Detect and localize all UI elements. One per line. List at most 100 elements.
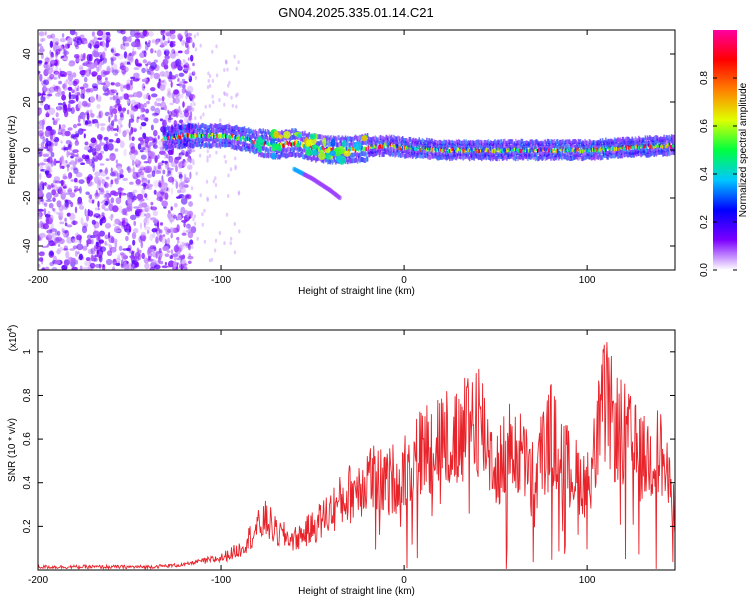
noise-speck: [135, 261, 140, 268]
sparse-speck: [215, 73, 219, 78]
ridge-cell: [423, 148, 426, 154]
ridge-cell: [295, 152, 297, 158]
ridge-cell: [568, 139, 571, 145]
ridge-cell: [197, 133, 200, 138]
ridge-cell: [375, 151, 378, 156]
ridge-cell: [197, 127, 200, 133]
ridge-blob: [257, 146, 262, 153]
ridge-cell: [496, 156, 498, 162]
sparse-speck: [211, 94, 214, 99]
noise-speck: [43, 79, 50, 86]
noise-speck: [64, 147, 69, 151]
ridge-cell: [276, 149, 279, 155]
ridge-cell: [519, 154, 521, 160]
ridge-cell: [437, 152, 439, 158]
ridge-cell: [612, 139, 615, 145]
ridge-cell: [653, 152, 655, 157]
noise-speck: [130, 103, 134, 111]
ridge-cell: [464, 154, 467, 159]
ridge-cell: [407, 139, 409, 145]
ridge-cell: [456, 142, 459, 148]
noise-speck: [104, 168, 108, 174]
ridge-cell: [215, 142, 217, 148]
ridge-cell: [640, 152, 642, 158]
ridge-cell: [529, 148, 531, 153]
ridge-cell: [548, 139, 550, 145]
noise-speck: [137, 103, 145, 110]
ridge-cell: [251, 130, 253, 136]
ridge-blob: [329, 150, 337, 156]
noise-speck: [84, 260, 90, 266]
ridge-cell: [338, 142, 340, 148]
ridge-cell: [588, 139, 591, 145]
ridge-cell: [381, 145, 383, 151]
ridge-cell: [548, 150, 550, 156]
ridge-cell: [317, 134, 319, 140]
ridge-cell: [193, 134, 195, 139]
ridge-cell: [673, 140, 675, 146]
ridge-cell: [671, 150, 673, 156]
ridge-cell: [222, 141, 225, 147]
ridge-cell: [425, 143, 427, 149]
ridge-cell: [347, 147, 349, 152]
ridge-cell: [618, 143, 620, 149]
ridge-cell: [467, 140, 470, 146]
ridge-cell: [553, 143, 556, 148]
sparse-speck: [183, 40, 186, 45]
noise-speck: [83, 146, 91, 151]
ridge-cell: [619, 147, 621, 153]
ridge-cell: [396, 144, 398, 149]
ridge-cell: [185, 128, 188, 133]
ridge-cell: [630, 138, 632, 144]
ridge-cell: [199, 143, 202, 149]
ridge-cell: [654, 140, 657, 146]
noise-speck: [170, 167, 174, 171]
ridge-cell: [472, 149, 474, 154]
ridge-cell: [233, 145, 236, 151]
noise-speck: [148, 141, 154, 146]
noise-speck: [108, 139, 114, 143]
sparse-speck: [234, 156, 237, 161]
ridge-cell: [462, 140, 464, 146]
ridge-cell: [526, 140, 528, 146]
sparse-speck: [229, 167, 233, 172]
sparse-speck: [180, 153, 183, 158]
ridge-cell: [455, 155, 458, 161]
ridge-cell: [314, 155, 316, 161]
ridge-cell: [403, 146, 405, 151]
ridge-cell: [162, 144, 165, 150]
ridge-cell: [532, 154, 535, 160]
noise-speck: [83, 40, 89, 45]
noise-speck: [82, 62, 87, 66]
noise-speck: [183, 162, 187, 167]
x-tick-label: 100: [579, 575, 596, 586]
ridge-cell: [184, 143, 186, 149]
noise-speck: [92, 88, 98, 92]
noise-speck: [86, 214, 89, 222]
ridge-cell: [308, 154, 311, 160]
ridge-cell: [253, 134, 256, 140]
ridge-cell: [598, 151, 601, 157]
ridge-cell: [383, 146, 385, 152]
ridge-cell: [359, 139, 361, 145]
noise-speck: [177, 189, 182, 194]
ridge-cell: [359, 152, 361, 158]
noise-speck: [77, 196, 83, 205]
ridge-cell: [642, 137, 644, 143]
ridge-cell: [295, 139, 297, 144]
ridge-cell: [332, 158, 335, 164]
noise-speck: [53, 176, 61, 182]
noise-speck: [169, 255, 174, 260]
noise-speck: [110, 197, 115, 204]
ridge-cell: [439, 154, 441, 160]
ridge-cell: [446, 145, 449, 151]
ridge-cell: [479, 155, 482, 161]
ridge-cell: [549, 148, 551, 153]
ridge-cell: [534, 139, 537, 145]
ridge-cell: [646, 135, 649, 141]
ridge-cell: [430, 147, 433, 152]
ridge-cell: [340, 136, 342, 142]
ridge-cell: [283, 143, 285, 148]
ridge-cell: [448, 139, 450, 145]
ridge-cell: [627, 141, 629, 147]
